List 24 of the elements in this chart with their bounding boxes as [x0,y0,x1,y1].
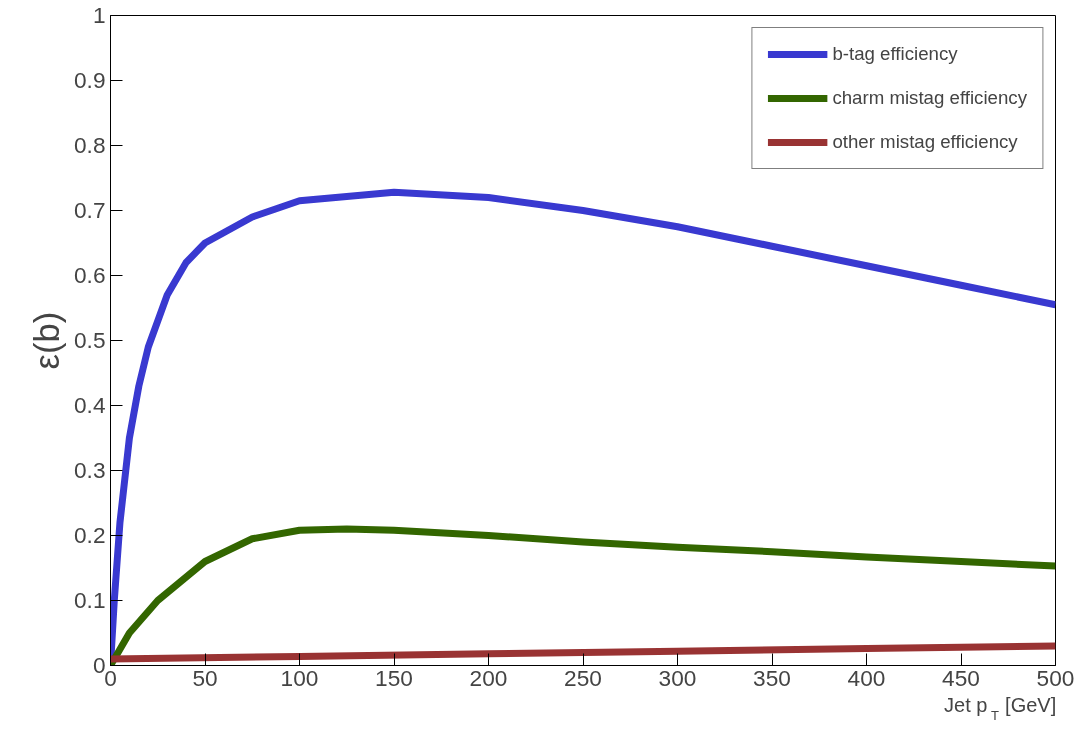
y-tick-label: 0.4 [74,392,106,418]
x-tick-label: 500 [1036,664,1075,691]
y-tick-label: 0.7 [74,197,106,223]
x-tick-label: 200 [469,664,508,691]
y-tick-label: 0.1 [74,587,106,613]
x-tick-label: 250 [564,664,602,691]
x-tick-label: 100 [280,664,319,691]
legend-label: charm mistag efficiency [832,87,1027,109]
x-tick-label: 350 [753,664,791,691]
y-tick-label: 0.6 [74,262,106,288]
y-tick-label: 0.3 [74,457,106,483]
x-tick-label: 400 [847,664,886,691]
y-axis-title: ε(b) [28,311,66,370]
x-tick-label: 150 [375,664,413,691]
legend-label: other mistag efficiency [832,131,1018,153]
x-tick-label: 450 [942,664,980,691]
legend-label: b-tag efficiency [832,43,958,65]
x-tick-label: 300 [658,664,697,691]
y-tick-label: 0.8 [74,132,106,158]
y-tick-label: 0.9 [74,67,106,93]
x-tick-label: 50 [192,664,218,691]
y-tick-label: 0.5 [74,327,106,353]
y-tick-label: 1 [92,2,106,28]
y-tick-label: 0.2 [74,522,106,548]
